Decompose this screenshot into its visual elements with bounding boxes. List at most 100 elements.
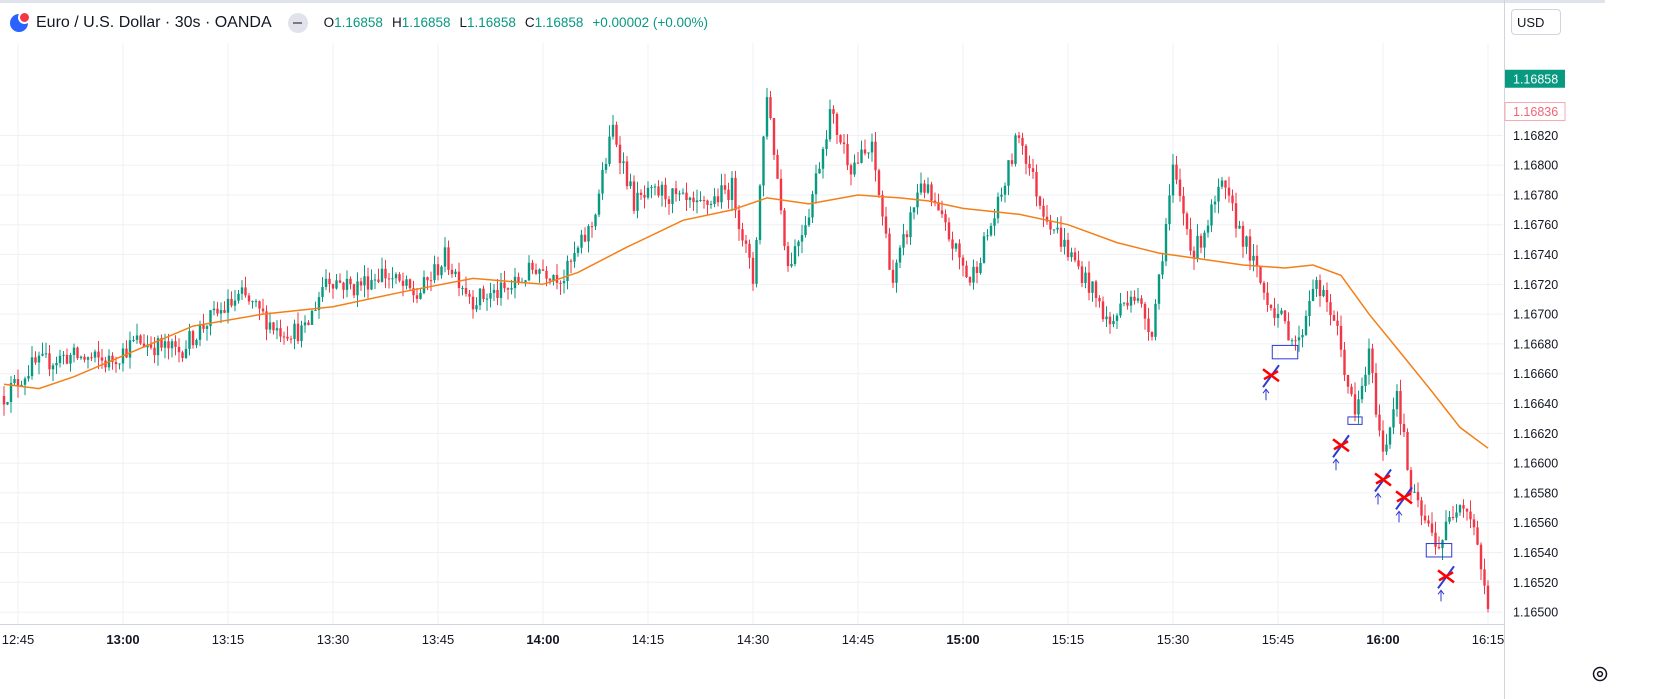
candle [394,272,398,284]
candle-body [384,268,387,279]
candle-body [489,293,492,299]
candle [1353,382,1357,422]
candle-body [905,234,909,238]
candle-body [1196,235,1199,259]
candle [972,259,975,290]
candle [1217,178,1220,214]
candle-body [209,310,212,327]
candle [965,260,968,279]
candle-body [492,289,496,294]
candle [912,207,916,220]
candle-body [356,281,359,296]
candle-body [639,192,643,195]
candle-body [1094,281,1098,298]
candle-body [1066,239,1070,258]
candle [758,184,762,245]
candle [342,281,345,299]
candle-body [804,225,807,236]
candle [863,139,867,156]
candle-body [1315,280,1318,289]
candle-body [1077,260,1080,267]
candle [405,275,408,290]
candle-body [373,279,377,281]
candle [317,291,321,319]
candle [1220,176,1224,190]
candle [1031,158,1035,179]
candle [1112,314,1115,328]
candle [954,242,958,252]
candle-body [163,341,167,348]
candle [195,338,198,349]
candle-body [524,280,527,282]
candle [534,263,538,276]
candle-body [776,154,779,179]
candle-body [594,214,597,227]
currency-select-button[interactable]: USD [1511,9,1561,35]
candle-body [69,354,72,364]
last-price-label: 1.16858 [1513,72,1558,86]
candle-body [720,185,723,203]
candle-body [258,301,261,309]
candle-body [1311,288,1315,301]
candle [926,177,930,195]
symbol-title[interactable]: Euro / U.S. Dollar · 30s · OANDA [36,13,272,31]
hide-legend-button[interactable] [287,12,308,33]
candle-body [48,353,51,370]
candle-body [1423,515,1427,521]
candle-body [212,308,216,311]
candle [1210,199,1213,233]
candle-body [692,197,695,203]
candle-body [769,97,772,119]
candle-body [128,340,132,358]
gear-icon[interactable] [1590,664,1610,684]
close-label: C [524,15,535,30]
candle [513,267,517,299]
candle [58,349,62,368]
candle-body [1371,348,1374,373]
candle-body [1287,321,1290,341]
candle-body [1448,517,1451,522]
price-tick-label: 1.16700 [1513,308,1558,322]
candle [135,323,139,344]
open-value: 1.16858 [334,15,383,30]
candle [849,163,853,186]
candle-body [478,288,482,306]
candle-body [377,279,380,282]
candle-body [223,310,226,313]
candle-body [97,351,100,358]
candle [457,262,461,297]
candle-body [1437,546,1441,549]
candle-body [552,274,555,281]
candle-body [51,365,55,370]
time-axis-labels: 12:45 13:00 13:15 13:30 13:45 14:00 14:15 14:30… [2,632,1505,647]
candle [660,181,664,207]
candle-body [1014,135,1017,164]
candle [989,222,993,237]
candle-body [779,178,783,211]
candle [786,241,790,272]
candle [958,239,961,270]
candle [706,199,709,215]
candle [1000,187,1003,202]
candle [65,348,69,365]
candle [769,90,772,120]
candle [1129,290,1133,313]
candle-body [877,170,881,196]
candle-body [1381,430,1385,452]
time-tick-label: 13:00 [106,632,139,647]
candle-body [667,199,671,204]
candle-body [282,336,286,338]
candle-body [86,357,90,360]
candle [506,287,510,300]
candle [1448,511,1451,525]
candle [716,188,720,207]
candle [793,239,797,267]
candle-body [1224,180,1227,188]
candle-body [153,347,156,356]
candle-body [842,142,846,145]
candle-body [765,97,769,137]
candle-body [174,341,177,347]
candle [212,300,216,316]
signal-box [1347,416,1363,425]
